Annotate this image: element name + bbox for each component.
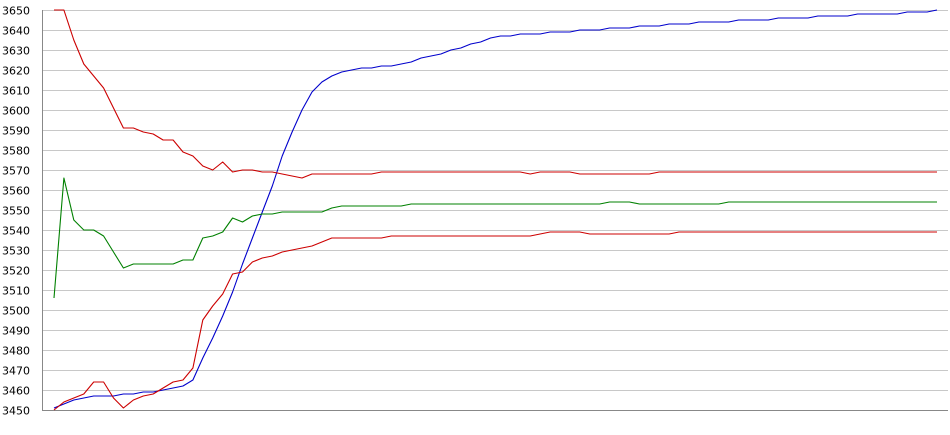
y-axis-tick-labels: 3450 3460 3470 3480 3490 3500 3510 3520 3530 3540… bbox=[2, 5, 30, 418]
series-line-2 bbox=[54, 9, 937, 179]
y-tick-label: 3490 bbox=[2, 325, 30, 338]
y-tick-label: 3520 bbox=[2, 265, 30, 278]
y-tick-label: 3650 bbox=[2, 5, 30, 18]
y-tick-label: 3590 bbox=[2, 125, 30, 138]
y-tick-label: 3460 bbox=[2, 385, 30, 398]
y-tick-label: 3450 bbox=[2, 405, 30, 418]
y-tick-label: 3470 bbox=[2, 365, 30, 378]
y-tick-label: 3570 bbox=[2, 165, 30, 178]
y-tick-label: 3540 bbox=[2, 225, 30, 238]
y-tick-label: 3610 bbox=[2, 85, 30, 98]
y-tick-label: 3620 bbox=[2, 65, 30, 78]
y-tick-label: 3500 bbox=[2, 305, 30, 318]
series-line-4 bbox=[53, 231, 937, 411]
series-line-3 bbox=[53, 177, 937, 299]
y-tick-label: 3530 bbox=[2, 245, 30, 258]
y-tick-label: 3510 bbox=[2, 285, 30, 298]
y-tick-label: 3560 bbox=[2, 185, 30, 198]
series-line-1 bbox=[53, 9, 938, 409]
y-tick-label: 3580 bbox=[2, 145, 30, 158]
y-tick-label: 3480 bbox=[2, 345, 30, 358]
gridlines bbox=[42, 10, 948, 411]
y-tick-label: 3600 bbox=[2, 105, 30, 118]
y-tick-label: 3640 bbox=[2, 25, 30, 38]
series-lines bbox=[53, 9, 938, 411]
y-tick-label: 3630 bbox=[2, 45, 30, 58]
axes bbox=[42, 10, 948, 411]
y-tick-label: 3550 bbox=[2, 205, 30, 218]
